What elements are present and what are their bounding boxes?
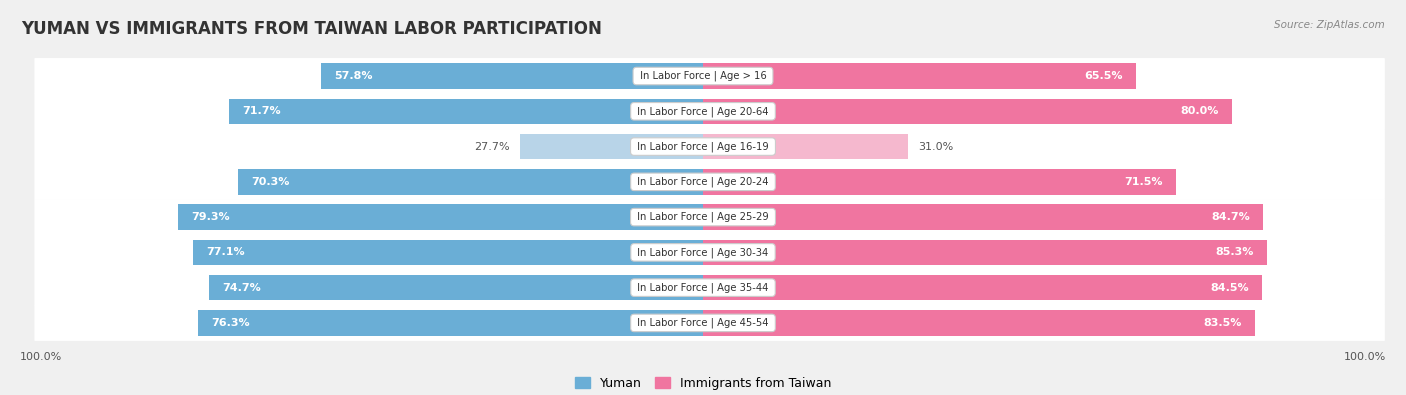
Text: 83.5%: 83.5%	[1204, 318, 1243, 328]
Text: In Labor Force | Age > 16: In Labor Force | Age > 16	[637, 71, 769, 81]
Text: 74.7%: 74.7%	[222, 283, 260, 293]
Text: In Labor Force | Age 35-44: In Labor Force | Age 35-44	[634, 282, 772, 293]
Text: Source: ZipAtlas.com: Source: ZipAtlas.com	[1274, 20, 1385, 30]
FancyBboxPatch shape	[34, 164, 1385, 200]
Text: 31.0%: 31.0%	[918, 141, 953, 152]
Text: 85.3%: 85.3%	[1216, 247, 1254, 258]
Bar	[703, 134, 908, 159]
Text: 80.0%: 80.0%	[1181, 106, 1219, 116]
Bar	[703, 169, 1175, 194]
FancyBboxPatch shape	[34, 129, 1385, 165]
FancyBboxPatch shape	[34, 270, 1385, 306]
Text: In Labor Force | Age 30-34: In Labor Force | Age 30-34	[634, 247, 772, 258]
Bar	[179, 205, 703, 230]
Text: In Labor Force | Age 25-29: In Labor Force | Age 25-29	[634, 212, 772, 222]
Text: In Labor Force | Age 20-24: In Labor Force | Age 20-24	[634, 177, 772, 187]
Legend: Yuman, Immigrants from Taiwan: Yuman, Immigrants from Taiwan	[569, 372, 837, 395]
Text: 84.5%: 84.5%	[1211, 283, 1249, 293]
Text: 27.7%: 27.7%	[474, 141, 510, 152]
FancyBboxPatch shape	[34, 234, 1385, 270]
Text: 79.3%: 79.3%	[191, 212, 231, 222]
Text: 71.7%: 71.7%	[242, 106, 280, 116]
Text: In Labor Force | Age 16-19: In Labor Force | Age 16-19	[634, 141, 772, 152]
Bar	[208, 275, 703, 300]
Text: 57.8%: 57.8%	[333, 71, 373, 81]
Text: 77.1%: 77.1%	[207, 247, 245, 258]
Text: In Labor Force | Age 45-54: In Labor Force | Age 45-54	[634, 318, 772, 328]
Bar	[703, 63, 1136, 89]
Bar	[520, 134, 703, 159]
Text: 76.3%: 76.3%	[211, 318, 250, 328]
Text: 65.5%: 65.5%	[1084, 71, 1123, 81]
FancyBboxPatch shape	[34, 58, 1385, 94]
FancyBboxPatch shape	[34, 93, 1385, 129]
Bar	[321, 63, 703, 89]
Bar	[703, 205, 1264, 230]
FancyBboxPatch shape	[34, 305, 1385, 341]
FancyBboxPatch shape	[34, 199, 1385, 235]
Bar	[703, 99, 1232, 124]
Bar	[229, 99, 703, 124]
Text: 84.7%: 84.7%	[1212, 212, 1250, 222]
Text: 70.3%: 70.3%	[252, 177, 290, 187]
Bar	[703, 275, 1263, 300]
Text: YUMAN VS IMMIGRANTS FROM TAIWAN LABOR PARTICIPATION: YUMAN VS IMMIGRANTS FROM TAIWAN LABOR PA…	[21, 20, 602, 38]
Text: 71.5%: 71.5%	[1125, 177, 1163, 187]
Text: In Labor Force | Age 20-64: In Labor Force | Age 20-64	[634, 106, 772, 117]
Bar	[703, 240, 1267, 265]
Bar	[193, 240, 703, 265]
Bar	[198, 310, 703, 336]
Bar	[703, 310, 1256, 336]
Bar	[238, 169, 703, 194]
